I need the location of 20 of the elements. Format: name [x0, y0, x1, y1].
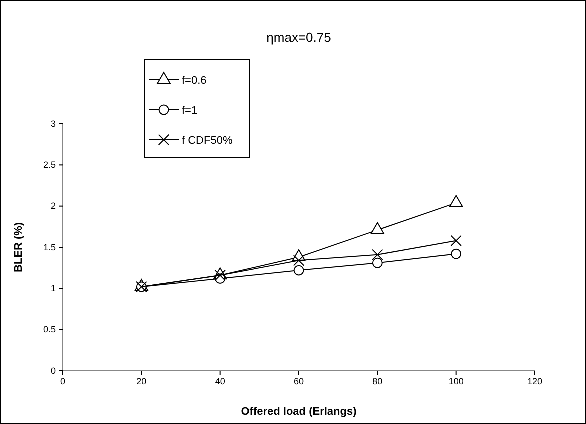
y-tick-label: 3 [50, 118, 56, 129]
y-tick-label: 1 [50, 284, 56, 294]
x-axis-title: Offered load (Erlangs) [241, 406, 358, 418]
x-tick-label: 20 [136, 376, 147, 386]
y-tick-label: 1.5 [43, 242, 56, 252]
y-tick-label: 0.5 [43, 324, 56, 335]
x-tick-label: 0 [60, 376, 66, 386]
x-tick-label: 60 [294, 376, 304, 386]
x-tick-label: 80 [372, 376, 383, 386]
chart-title: ηmax=0.75 [266, 30, 332, 45]
legend-label: f CDF50% [182, 135, 233, 147]
x-tick-label: 120 [527, 376, 543, 386]
y-tick-label: 2 [50, 201, 56, 212]
y-axis-title: BLER (%) [13, 222, 25, 273]
x-tick-label: 40 [215, 376, 226, 386]
legend-label: f=0.6 [182, 75, 207, 87]
legend-label: f=1 [182, 105, 198, 117]
y-tick-label: 2.5 [43, 160, 56, 170]
y-tick-label: 0 [50, 366, 56, 376]
x-tick-label: 100 [448, 376, 464, 386]
